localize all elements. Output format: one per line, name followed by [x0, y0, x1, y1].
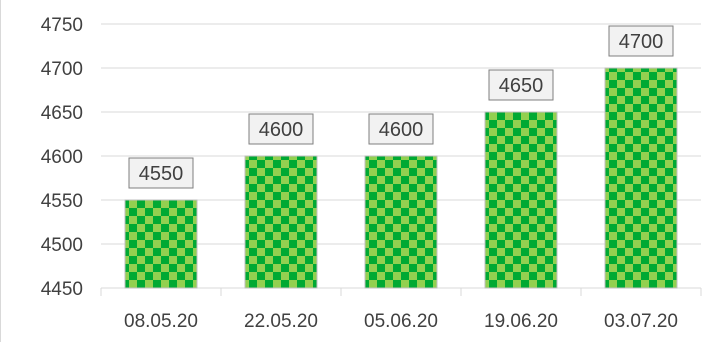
x-tick-label: 03.07.20	[604, 311, 678, 332]
data-label-box	[488, 69, 554, 101]
bar	[364, 155, 438, 289]
y-tick-label: 4600	[41, 147, 83, 168]
data-label: 4650	[499, 75, 544, 97]
bar	[124, 199, 198, 289]
data-labels: 4550 4600 4600 4650 4700	[128, 25, 674, 189]
x-tick-label: 05.06.20	[364, 311, 438, 332]
bar	[604, 67, 678, 289]
y-tick-label: 4550	[41, 191, 83, 212]
x-tick-label: 19.06.20	[484, 311, 558, 332]
data-label: 4600	[379, 119, 424, 141]
data-label-box	[608, 25, 674, 57]
x-tick-label: 22.05.20	[244, 311, 318, 332]
y-tick-label: 4700	[41, 59, 83, 80]
bar	[244, 155, 318, 289]
y-tick-label: 4750	[41, 15, 83, 36]
x-tick-label: 08.05.20	[124, 311, 198, 332]
data-label: 4700	[619, 31, 664, 53]
data-label: 4600	[259, 119, 304, 141]
bars	[124, 67, 678, 289]
y-tick-label: 4650	[41, 103, 83, 124]
data-label-box	[248, 113, 314, 145]
bar	[484, 111, 558, 289]
y-tick-label: 4450	[41, 279, 83, 300]
data-label-box	[368, 113, 434, 145]
data-label-box	[128, 157, 194, 189]
y-axis: 4450 4500 4550 4600 4650 4700 4750	[41, 15, 83, 300]
y-tick-label: 4500	[41, 235, 83, 256]
data-label: 4550	[139, 163, 184, 185]
x-axis: 08.05.20 22.05.20 05.06.20 19.06.20 03.07.20	[100, 288, 702, 332]
